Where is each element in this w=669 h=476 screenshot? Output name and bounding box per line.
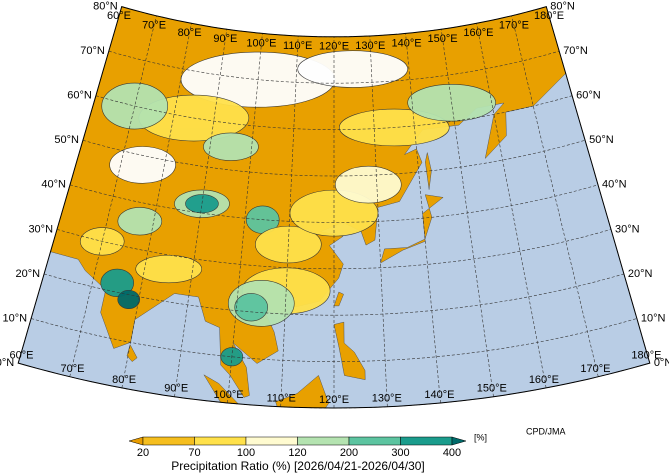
colorbar-tick-label: 100 — [237, 447, 255, 459]
lat-label-left: 0°N — [0, 357, 14, 369]
lon-label-bottom: 140°E — [424, 389, 454, 401]
colorbar-segment — [128, 436, 144, 446]
precip-area — [234, 293, 269, 322]
parallel — [31, 318, 637, 362]
lat-label-left: 70°N — [80, 45, 105, 57]
lon-label-top: 150°E — [428, 33, 458, 45]
lat-label-right: 40°N — [602, 179, 627, 191]
lon-label-top: 70°E — [142, 19, 166, 31]
lat-label-left: 20°N — [15, 268, 40, 280]
colorbar-tick-label: 120 — [288, 447, 306, 459]
parallel — [95, 95, 573, 130]
colorbar-segment — [142, 436, 195, 446]
lat-label-right: 20°N — [628, 268, 653, 280]
lon-label-top: 80°E — [178, 27, 202, 39]
lat-label-left: 40°N — [41, 179, 66, 191]
precip-area — [135, 254, 203, 284]
colorbar-segment — [194, 436, 247, 446]
precip-area — [297, 50, 408, 88]
lon-label-bottom: 70°E — [61, 363, 85, 375]
colorbar-segment — [245, 436, 298, 446]
landmass — [380, 194, 444, 264]
colorbar-tick-label: 300 — [391, 447, 409, 459]
precip-area — [100, 268, 135, 297]
lon-label-bottom: 110°E — [267, 393, 296, 405]
lat-label-left: 80°N — [93, 0, 118, 12]
lon-label-bottom: 80°E — [112, 374, 136, 386]
colorbar-segment — [297, 436, 350, 446]
lon-label-top: 170°E — [499, 19, 529, 31]
lat-label-right: 70°N — [563, 45, 588, 57]
lon-label-top: 180°E — [534, 10, 564, 22]
colorbar-segment — [400, 436, 453, 446]
precip-area — [334, 165, 402, 204]
lat-label-right: 30°N — [615, 223, 640, 235]
landmass — [333, 291, 344, 307]
precip-area — [185, 194, 219, 214]
colorbar-segment — [348, 436, 401, 446]
lon-label-top: 160°E — [463, 27, 493, 39]
lon-label-bottom: 100°E — [214, 389, 244, 401]
landmass — [126, 343, 138, 362]
lat-label-left: 60°N — [67, 90, 92, 102]
lon-label-bottom: 150°E — [477, 383, 507, 395]
lat-label-right: 80°N — [550, 0, 575, 12]
legend-title: Precipitation Ratio (%) [2026/04/21-2026… — [171, 459, 425, 473]
colorbar-segment — [451, 436, 467, 446]
lon-label-bottom: 160°E — [529, 374, 559, 386]
lon-label-bottom: 90°E — [164, 383, 188, 395]
graticule-labels: 60°E 60°E 70°E 70°E 80°E 80°E 90°E 90°E 100°E 100… — [0, 0, 669, 405]
lon-label-top: 90°E — [213, 33, 237, 45]
colorbar: 20 70 100 120 200 300 400 — [128, 436, 467, 459]
lon-label-bottom: 120°E — [319, 394, 349, 406]
lon-label-top: 130°E — [355, 40, 385, 52]
colorbar-tick-label: 400 — [443, 447, 461, 459]
landmass — [333, 321, 366, 381]
lon-label-bottom: 180°E — [631, 349, 661, 361]
parallel — [69, 184, 599, 223]
colorbar-tick-label: 200 — [340, 447, 358, 459]
lon-label-top: 120°E — [319, 41, 349, 53]
lon-label-top: 110°E — [283, 40, 312, 52]
meridian — [174, 29, 228, 397]
parallel — [56, 229, 612, 270]
parallel — [108, 50, 560, 84]
colorbar-tick-label: 20 — [137, 447, 149, 459]
landmass — [27, 6, 566, 398]
landmass — [275, 374, 329, 408]
lat-label-right: 60°N — [576, 90, 601, 102]
graticule — [17, 5, 651, 409]
map-border — [17, 5, 651, 409]
lon-label-top: 100°E — [246, 37, 276, 49]
precip-area — [117, 207, 163, 236]
lat-label-left: 30°N — [28, 223, 53, 235]
lat-label-left: 50°N — [54, 134, 79, 146]
credit: CPD/JMA — [526, 426, 566, 436]
meridian — [69, 15, 157, 377]
lon-label-bottom: 170°E — [580, 363, 610, 375]
precip-area — [109, 146, 176, 184]
legend-unit: [%] — [474, 432, 487, 442]
precip-area — [203, 132, 259, 161]
lon-label-bottom: 60°E — [10, 349, 34, 361]
meridian — [121, 23, 192, 389]
lat-label-right: 50°N — [589, 134, 614, 146]
meridian — [227, 33, 263, 404]
colorbar-tick-label: 70 — [188, 447, 200, 459]
lat-label-left: 10°N — [3, 312, 28, 324]
parallel — [43, 273, 625, 316]
lat-label-right: 0°N — [654, 357, 669, 369]
lon-label-top: 140°E — [391, 37, 421, 49]
lon-label-top: 60°E — [107, 10, 131, 22]
lat-label-right: 10°N — [641, 312, 666, 324]
precip-area — [117, 289, 141, 309]
lon-label-bottom: 130°E — [372, 393, 402, 405]
